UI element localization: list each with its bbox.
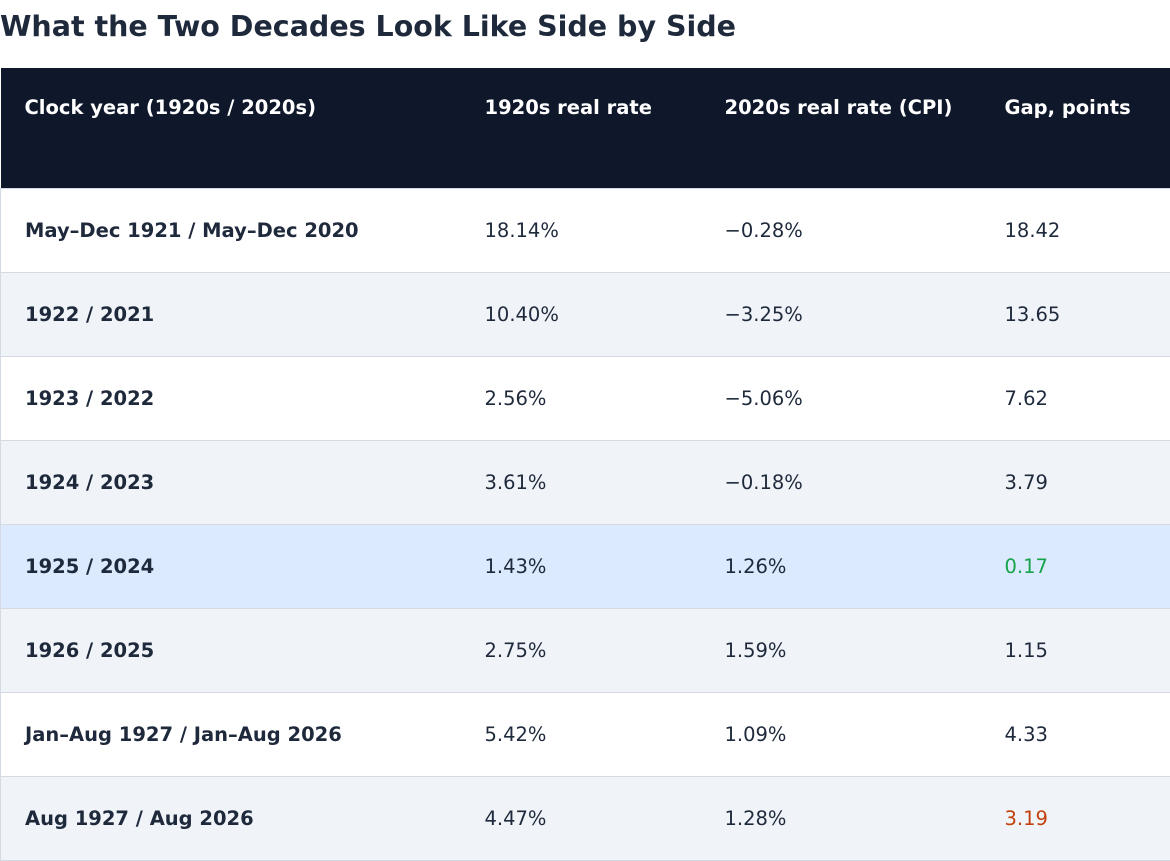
cell-1920s-rate: 4.47% — [461, 776, 701, 860]
cell-gap: 3.19 — [981, 776, 1170, 860]
cell-clock-year: 1926 / 2025 — [1, 608, 461, 692]
header-1920s-rate: 1920s real rate — [461, 68, 701, 188]
table-row: May–Dec 1921 / May–Dec 2020 18.14% −0.28… — [1, 188, 1170, 272]
cell-2020s-rate: −0.18% — [701, 440, 981, 524]
comparison-table: Clock year (1920s / 2020s) 1920s real ra… — [0, 68, 1170, 861]
cell-1920s-rate: 10.40% — [461, 272, 701, 356]
cell-2020s-rate: 1.28% — [701, 776, 981, 860]
table-row-highlighted: 1925 / 2024 1.43% 1.26% 0.17 — [1, 524, 1170, 608]
cell-gap: 18.42 — [981, 188, 1170, 272]
table-row: 1926 / 2025 2.75% 1.59% 1.15 — [1, 608, 1170, 692]
cell-clock-year: 1925 / 2024 — [1, 524, 461, 608]
table-header: Clock year (1920s / 2020s) 1920s real ra… — [1, 68, 1170, 188]
cell-clock-year: May–Dec 1921 / May–Dec 2020 — [1, 188, 461, 272]
cell-1920s-rate: 2.75% — [461, 608, 701, 692]
cell-2020s-rate: −0.28% — [701, 188, 981, 272]
table-body: May–Dec 1921 / May–Dec 2020 18.14% −0.28… — [1, 188, 1170, 860]
table-row: Aug 1927 / Aug 2026 4.47% 1.28% 3.19 — [1, 776, 1170, 860]
table-row: 1922 / 2021 10.40% −3.25% 13.65 — [1, 272, 1170, 356]
cell-2020s-rate: 1.59% — [701, 608, 981, 692]
cell-2020s-rate: 1.26% — [701, 524, 981, 608]
header-gap: Gap, points — [981, 68, 1170, 188]
cell-1920s-rate: 3.61% — [461, 440, 701, 524]
cell-clock-year: Jan–Aug 1927 / Jan–Aug 2026 — [1, 692, 461, 776]
cell-gap: 1.15 — [981, 608, 1170, 692]
cell-gap: 0.17 — [981, 524, 1170, 608]
header-row: Clock year (1920s / 2020s) 1920s real ra… — [1, 68, 1170, 188]
page-title: What the Two Decades Look Like Side by S… — [0, 0, 1170, 68]
cell-clock-year: 1923 / 2022 — [1, 356, 461, 440]
cell-gap: 3.79 — [981, 440, 1170, 524]
cell-gap: 7.62 — [981, 356, 1170, 440]
table-row: 1924 / 2023 3.61% −0.18% 3.79 — [1, 440, 1170, 524]
cell-1920s-rate: 2.56% — [461, 356, 701, 440]
cell-2020s-rate: −3.25% — [701, 272, 981, 356]
table-row: 1923 / 2022 2.56% −5.06% 7.62 — [1, 356, 1170, 440]
cell-clock-year: 1922 / 2021 — [1, 272, 461, 356]
cell-clock-year: Aug 1927 / Aug 2026 — [1, 776, 461, 860]
header-2020s-rate: 2020s real rate (CPI) — [701, 68, 981, 188]
table-row: Jan–Aug 1927 / Jan–Aug 2026 5.42% 1.09% … — [1, 692, 1170, 776]
cell-gap: 4.33 — [981, 692, 1170, 776]
cell-2020s-rate: −5.06% — [701, 356, 981, 440]
cell-2020s-rate: 1.09% — [701, 692, 981, 776]
cell-1920s-rate: 18.14% — [461, 188, 701, 272]
cell-1920s-rate: 5.42% — [461, 692, 701, 776]
cell-clock-year: 1924 / 2023 — [1, 440, 461, 524]
header-clock-year: Clock year (1920s / 2020s) — [1, 68, 461, 188]
cell-1920s-rate: 1.43% — [461, 524, 701, 608]
cell-gap: 13.65 — [981, 272, 1170, 356]
